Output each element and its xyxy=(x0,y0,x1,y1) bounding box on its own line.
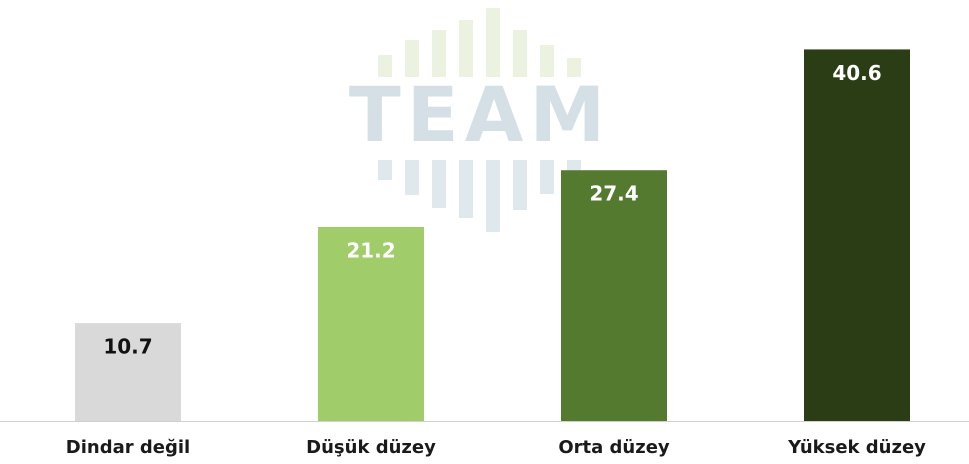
bar xyxy=(561,170,667,421)
bar xyxy=(318,226,424,421)
value-label: 10.7 xyxy=(103,335,152,359)
value-label: 27.4 xyxy=(589,182,638,206)
x-tick-label: Düşük düzey xyxy=(306,437,436,458)
x-tick-label: Orta düzey xyxy=(558,437,670,458)
bar xyxy=(804,49,910,421)
x-tick-label: Yüksek düzey xyxy=(787,437,926,458)
value-label: 21.2 xyxy=(346,238,395,262)
bar xyxy=(75,323,181,421)
watermark-logo: TEAM xyxy=(349,8,611,232)
value-label: 40.6 xyxy=(832,61,881,85)
x-tick-label: Dindar değil xyxy=(66,437,190,458)
watermark-text: TEAM xyxy=(349,70,611,159)
